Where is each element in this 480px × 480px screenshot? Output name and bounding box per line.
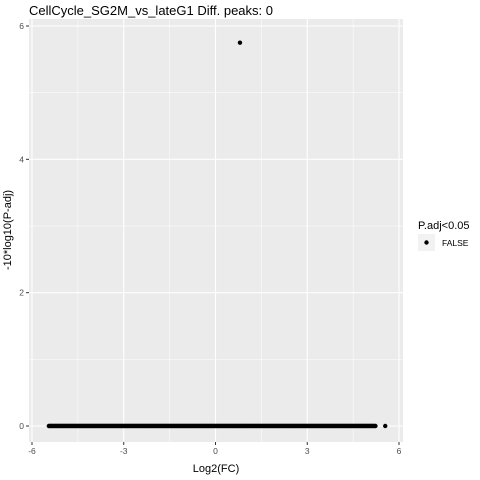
legend-label: FALSE [442,238,469,248]
data-points [46,40,388,429]
x-tick-label: -6 [28,446,36,456]
legend-marker [424,240,429,245]
y-tick-label: 4 [19,154,24,164]
x-tick-label: 3 [305,446,310,456]
legend: P.adj<0.05 FALSE [418,220,470,251]
y-tick-label: 0 [19,421,24,431]
y-axis: 0 2 4 6 [19,21,29,431]
chart-title: CellCycle_SG2M_vs_lateG1 Diff. peaks: 0 [29,3,273,18]
legend-title: P.adj<0.05 [418,220,470,232]
data-point [237,40,243,45]
data-point [383,423,388,429]
x-axis-label: Log2(FC) [193,463,239,475]
y-axis-label: -10*log10(P-adj) [2,190,14,270]
x-tick-label: 0 [213,446,218,456]
y-tick-label: 6 [19,21,24,31]
y-tick-label: 2 [19,288,24,298]
gridlines [29,19,403,442]
x-axis: -6 -3 0 3 6 [28,442,402,456]
x-tick-label: 6 [397,446,402,456]
data-point [373,423,378,429]
x-tick-label: -3 [120,446,128,456]
